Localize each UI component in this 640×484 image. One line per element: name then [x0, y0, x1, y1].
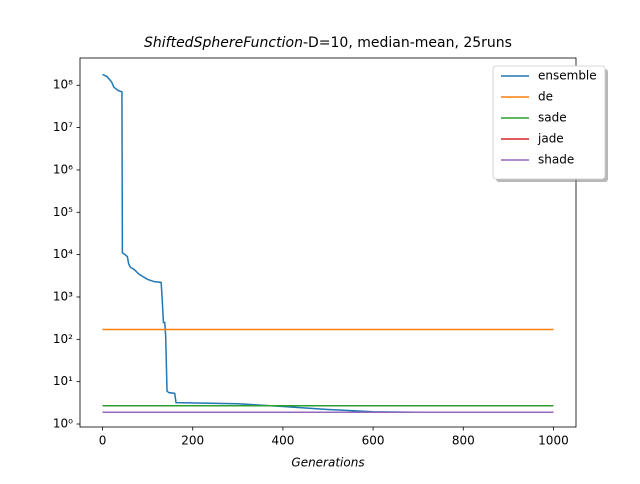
y-tick-label: 10¹ [53, 374, 73, 388]
legend-label: sade [538, 111, 567, 125]
chart-title: ShiftedSphereFunction-D=10, median-mean,… [144, 35, 512, 51]
y-tick-label: 10⁴ [53, 247, 73, 261]
y-tick-label: 10⁷ [53, 120, 73, 134]
y-tick-label: 10² [53, 332, 73, 346]
title-rest: -D=10, median-mean, 25runs [303, 35, 512, 51]
x-tick-label: 200 [181, 434, 204, 448]
legend-box [492, 65, 606, 180]
data-line [102, 73, 554, 413]
y-tick-label: 10⁰ [53, 417, 73, 431]
legend-label: jade [537, 132, 564, 146]
x-tick-label: 800 [452, 434, 475, 448]
legend-label: de [538, 90, 553, 104]
y-tick-label: 10⁶ [53, 162, 73, 176]
x-tick-label: 400 [271, 434, 294, 448]
y-tick-label: 10³ [53, 289, 73, 303]
x-tick-label: 1000 [538, 434, 569, 448]
plot-area [102, 73, 554, 413]
x-tick-label: 0 [99, 434, 107, 448]
legend-label: ensemble [538, 69, 597, 83]
title-italic: ShiftedSphereFunction [144, 35, 303, 51]
y-tick-label: 10⁸ [53, 78, 73, 92]
axes-frame [79, 57, 577, 428]
y-tick-label: 10⁵ [53, 205, 73, 219]
x-axis-label: Generations [291, 456, 364, 470]
legend-label: shade [538, 153, 574, 167]
x-tick-label: 600 [362, 434, 385, 448]
